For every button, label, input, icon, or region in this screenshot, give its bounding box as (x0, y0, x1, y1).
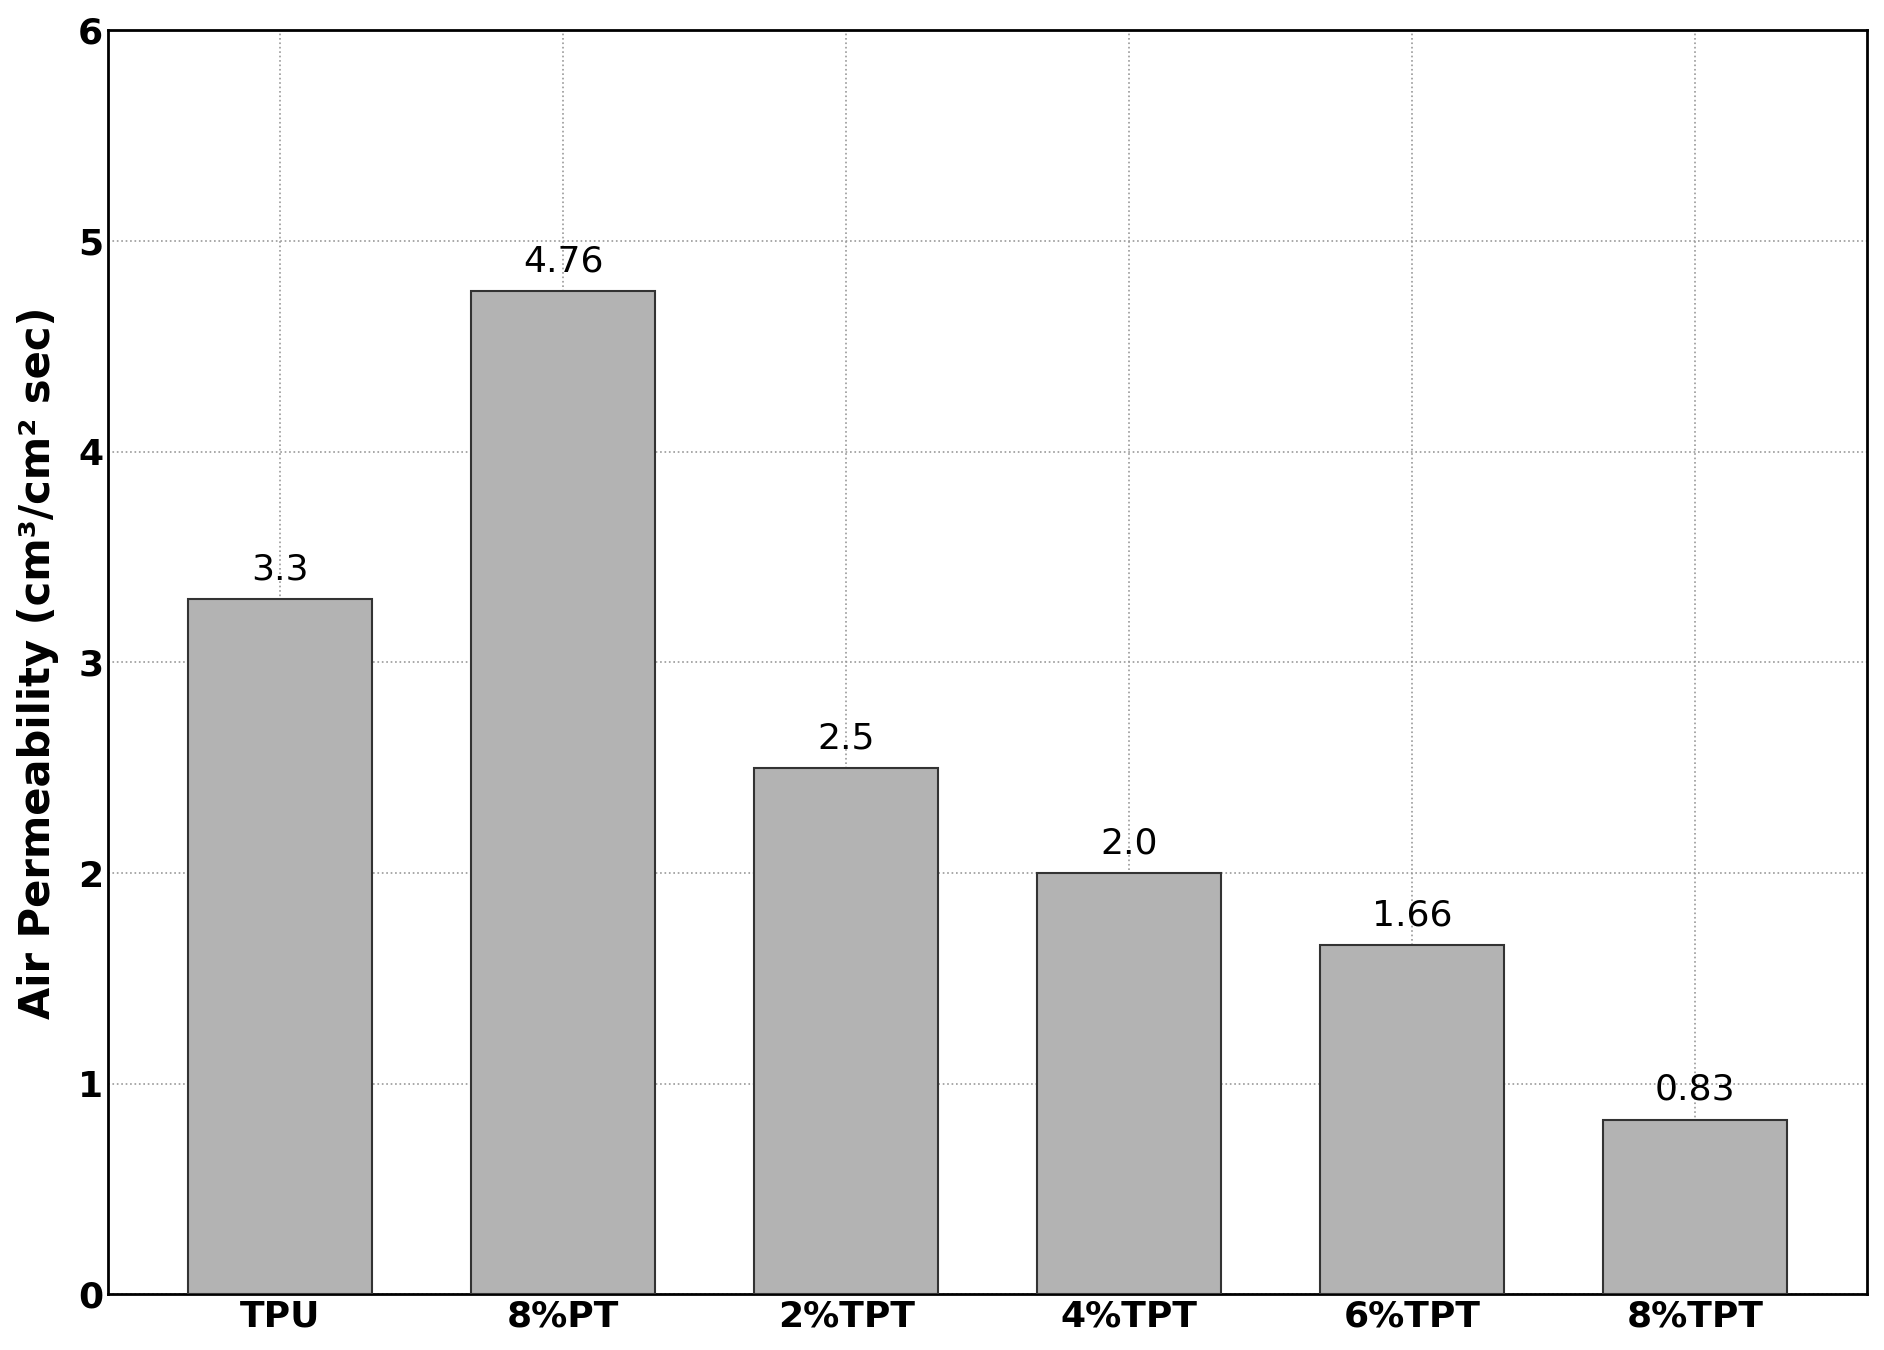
Bar (1038, 873, 1221, 1295)
Text: 4.76: 4.76 (524, 244, 603, 279)
Text: 2.0: 2.0 (1100, 826, 1159, 860)
Text: 0.83: 0.83 (1654, 1073, 1735, 1107)
Text: 3.3: 3.3 (251, 552, 309, 586)
Y-axis label: Air Permeability (cm³/cm² sec): Air Permeability (cm³/cm² sec) (17, 306, 58, 1018)
Bar (1603, 1119, 1788, 1295)
Bar (1321, 945, 1503, 1295)
Bar (471, 292, 656, 1295)
Text: 1.66: 1.66 (1372, 898, 1453, 931)
Text: 2.5: 2.5 (818, 721, 874, 755)
Bar (188, 599, 371, 1295)
Bar (754, 768, 938, 1295)
